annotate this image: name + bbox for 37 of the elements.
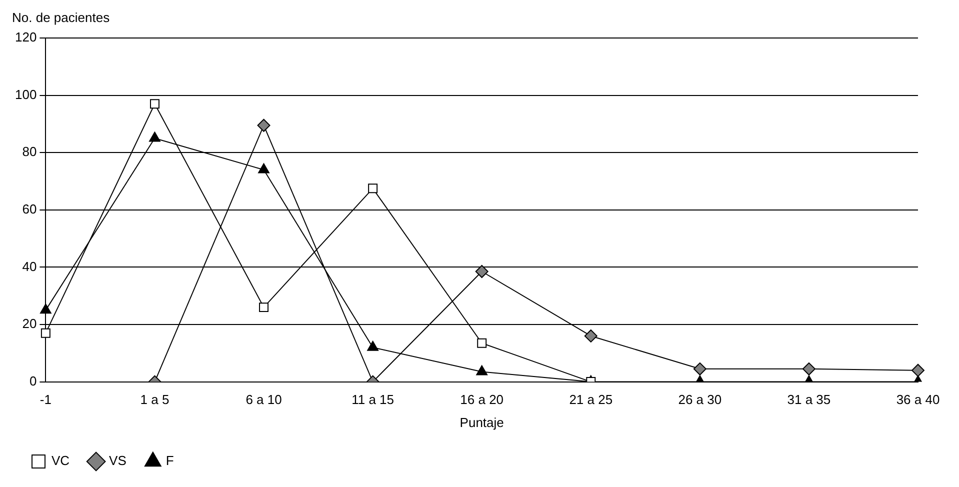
y-axis-title: No. de pacientes xyxy=(12,10,110,26)
legend-label: F xyxy=(166,453,174,468)
point xyxy=(912,364,924,377)
y-tick-label: 120 xyxy=(14,30,37,45)
x-tick-label: 36 a 40 xyxy=(896,392,940,408)
x-tick-label: 21 a 25 xyxy=(569,392,613,408)
point xyxy=(367,340,379,351)
y-tick-label: 80 xyxy=(22,144,37,160)
point xyxy=(150,99,160,109)
y-tick-label: 40 xyxy=(22,258,37,274)
point xyxy=(149,132,160,142)
legend-label: VS xyxy=(109,453,127,468)
x-tick-label: 31 a 35 xyxy=(787,392,831,408)
y-tick-label: 60 xyxy=(22,201,37,216)
point xyxy=(368,184,378,194)
x-tick-label: 11 a 15 xyxy=(352,392,394,408)
y-tick-label: 0 xyxy=(29,373,37,388)
x-tick-label: 16 a 20 xyxy=(460,392,504,408)
point xyxy=(584,329,598,342)
point xyxy=(258,163,270,174)
point xyxy=(802,362,816,376)
point xyxy=(259,302,269,312)
x-tick-label: 6 a 10 xyxy=(246,392,282,408)
x-tick-label: -1 xyxy=(40,392,52,408)
point xyxy=(40,304,52,314)
legend-label: VC xyxy=(52,453,70,468)
y-tick-label: 20 xyxy=(22,316,37,332)
point xyxy=(475,265,488,278)
point xyxy=(40,328,50,338)
y-tick-label: 100 xyxy=(14,86,37,102)
point xyxy=(257,118,270,132)
x-tick-label: 1 a 5 xyxy=(140,392,170,408)
point xyxy=(693,362,706,376)
point xyxy=(477,338,487,348)
point xyxy=(476,365,488,376)
x-axis-title: Puntaje xyxy=(460,414,504,430)
x-tick-label: 26 a 30 xyxy=(678,392,722,408)
